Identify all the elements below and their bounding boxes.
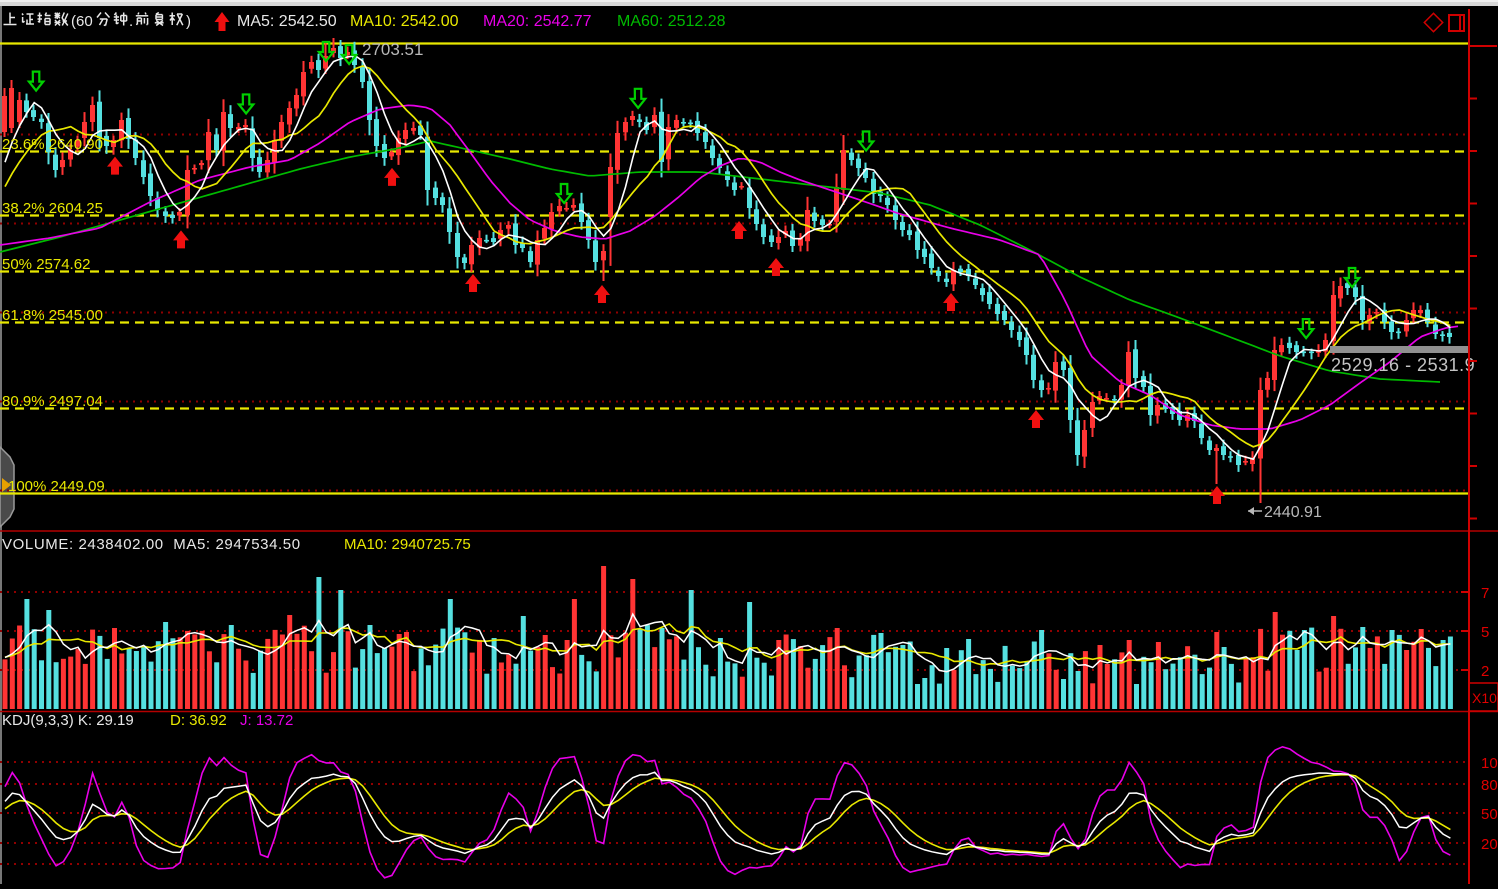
svg-text:100: 100 [1481, 755, 1498, 772]
svg-text:100% 2449.09: 100% 2449.09 [8, 478, 105, 495]
svg-text:KDJ(9,3,3) K: 29.19: KDJ(9,3,3) K: 29.19 [2, 712, 134, 729]
svg-text:80.9% 2497.04: 80.9% 2497.04 [2, 393, 103, 410]
svg-text:X10: X10 [1472, 690, 1497, 706]
svg-text:MA10: 2542.00: MA10: 2542.00 [350, 13, 459, 30]
svg-text:MA10: 2940725.75: MA10: 2940725.75 [344, 536, 471, 553]
svg-text:2: 2 [1481, 663, 1489, 680]
svg-text:2440.91: 2440.91 [1264, 504, 1322, 521]
svg-text:MA20: 2542.77: MA20: 2542.77 [483, 13, 592, 30]
svg-text:38.2% 2604.25: 38.2% 2604.25 [2, 200, 103, 217]
svg-text:.: . [129, 13, 133, 30]
svg-text:20: 20 [1481, 836, 1498, 853]
svg-text:MA60: 2512.28: MA60: 2512.28 [617, 13, 726, 30]
svg-text:MA5: 2542.50: MA5: 2542.50 [237, 13, 337, 30]
svg-text:VOLUME: 2438402.00 MA5: 29475: VOLUME: 2438402.00 MA5: 2947534.50 [2, 536, 301, 553]
svg-text:7: 7 [1481, 585, 1489, 602]
svg-text:50% 2574.62: 50% 2574.62 [2, 256, 90, 273]
svg-text:J: 13.72: J: 13.72 [240, 712, 293, 729]
svg-text:5: 5 [1481, 624, 1489, 641]
svg-text:D: 36.92: D: 36.92 [170, 712, 227, 729]
svg-text:2703.51: 2703.51 [362, 40, 423, 59]
svg-text:50: 50 [1481, 806, 1498, 823]
svg-text:): ) [186, 13, 191, 30]
svg-text:(60: (60 [71, 13, 93, 30]
svg-text:80: 80 [1481, 777, 1498, 794]
svg-text:2529.16 - 2531.9: 2529.16 - 2531.9 [1331, 355, 1475, 375]
svg-text:23.6% 2640.90: 23.6% 2640.90 [2, 136, 103, 153]
svg-text:61.8% 2545.00: 61.8% 2545.00 [2, 307, 103, 324]
